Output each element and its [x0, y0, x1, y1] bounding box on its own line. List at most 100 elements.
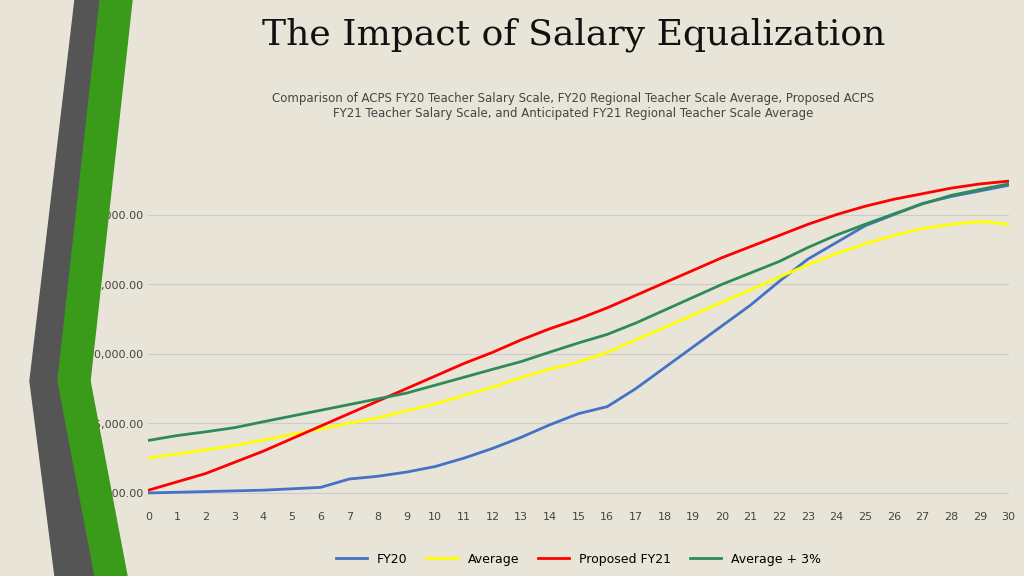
- Proposed FY21: [859, 203, 871, 210]
- Proposed FY21: [630, 292, 642, 299]
- Average + 3%: [572, 339, 585, 346]
- Average: [314, 426, 327, 433]
- Average + 3%: [802, 244, 814, 251]
- Proposed FY21: [286, 435, 298, 442]
- FY20: [888, 211, 900, 218]
- FY20: [228, 487, 241, 494]
- Proposed FY21: [228, 459, 241, 466]
- Polygon shape: [58, 381, 127, 576]
- Average + 3%: [630, 320, 642, 327]
- Average: [716, 299, 728, 306]
- Average + 3%: [773, 258, 785, 265]
- FY20: [945, 193, 957, 200]
- Proposed FY21: [142, 487, 155, 494]
- FY20: [658, 364, 671, 371]
- Proposed FY21: [601, 304, 613, 311]
- Average + 3%: [1002, 180, 1015, 187]
- Proposed FY21: [458, 360, 470, 367]
- Average: [744, 286, 757, 293]
- Average: [601, 349, 613, 356]
- Average: [830, 250, 843, 257]
- Average + 3%: [286, 412, 298, 419]
- Proposed FY21: [200, 470, 212, 477]
- Average: [372, 414, 384, 421]
- Average + 3%: [916, 200, 929, 207]
- Polygon shape: [30, 381, 95, 576]
- FY20: [314, 484, 327, 491]
- Average: [859, 240, 871, 247]
- Average + 3%: [458, 374, 470, 381]
- Average + 3%: [257, 418, 269, 425]
- FY20: [687, 343, 699, 350]
- Line: Average + 3%: Average + 3%: [148, 184, 1009, 441]
- Average: [544, 366, 556, 373]
- Average + 3%: [372, 395, 384, 402]
- Proposed FY21: [974, 180, 986, 187]
- FY20: [286, 486, 298, 492]
- Average + 3%: [228, 424, 241, 431]
- Average: [916, 225, 929, 232]
- Average: [486, 384, 499, 391]
- FY20: [142, 490, 155, 497]
- Average: [773, 274, 785, 281]
- Average + 3%: [314, 407, 327, 414]
- FY20: [601, 403, 613, 410]
- Average + 3%: [200, 429, 212, 435]
- Text: The Impact of Salary Equalization: The Impact of Salary Equalization: [262, 17, 885, 52]
- Proposed FY21: [916, 190, 929, 197]
- FY20: [372, 473, 384, 480]
- FY20: [429, 463, 441, 470]
- Average + 3%: [343, 401, 355, 408]
- FY20: [572, 410, 585, 417]
- Average: [458, 392, 470, 399]
- Proposed FY21: [687, 267, 699, 274]
- Average: [630, 336, 642, 343]
- FY20: [257, 487, 269, 494]
- Line: Proposed FY21: Proposed FY21: [148, 181, 1009, 490]
- Average + 3%: [974, 186, 986, 193]
- Proposed FY21: [716, 254, 728, 261]
- Average: [429, 400, 441, 407]
- Proposed FY21: [400, 385, 413, 392]
- Line: FY20: FY20: [148, 185, 1009, 493]
- Proposed FY21: [314, 423, 327, 430]
- Average: [658, 324, 671, 331]
- Average: [286, 431, 298, 438]
- Average + 3%: [888, 210, 900, 217]
- Average + 3%: [171, 432, 183, 439]
- FY20: [859, 222, 871, 229]
- Proposed FY21: [945, 185, 957, 192]
- Average: [572, 359, 585, 366]
- Average: [687, 312, 699, 319]
- Average: [945, 221, 957, 228]
- Proposed FY21: [572, 316, 585, 323]
- Average: [200, 446, 212, 453]
- Legend: FY20, Average, Proposed FY21, Average + 3%: FY20, Average, Proposed FY21, Average + …: [331, 548, 826, 571]
- Proposed FY21: [515, 336, 527, 343]
- FY20: [171, 489, 183, 496]
- FY20: [830, 239, 843, 246]
- Average: [974, 218, 986, 225]
- FY20: [515, 434, 527, 441]
- Proposed FY21: [802, 221, 814, 228]
- FY20: [400, 469, 413, 476]
- FY20: [974, 187, 986, 194]
- Average + 3%: [945, 192, 957, 199]
- Proposed FY21: [658, 279, 671, 286]
- FY20: [773, 278, 785, 285]
- Average: [888, 232, 900, 239]
- Average + 3%: [716, 281, 728, 288]
- Average + 3%: [601, 331, 613, 338]
- Average + 3%: [429, 382, 441, 389]
- FY20: [916, 200, 929, 207]
- Proposed FY21: [744, 243, 757, 250]
- FY20: [486, 445, 499, 452]
- Polygon shape: [30, 0, 100, 381]
- Proposed FY21: [429, 373, 441, 380]
- FY20: [630, 385, 642, 392]
- FY20: [544, 421, 556, 428]
- Average + 3%: [142, 437, 155, 444]
- Average: [228, 442, 241, 449]
- Proposed FY21: [830, 211, 843, 218]
- Average + 3%: [486, 366, 499, 373]
